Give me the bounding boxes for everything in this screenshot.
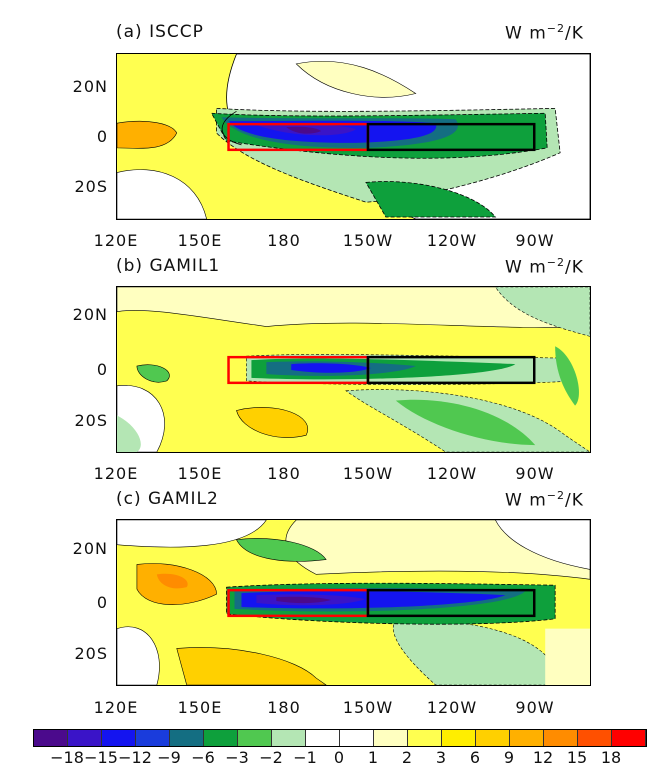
colorbar-label: 18 <box>600 748 622 767</box>
colorbar-swatch <box>442 730 476 746</box>
colorbar-label: −18 <box>50 748 84 767</box>
lon-tick: 120W <box>426 231 478 250</box>
colorbar-label: −2 <box>259 748 283 767</box>
lat-tick-20s: 20S <box>74 411 108 430</box>
colorbar-swatch <box>170 730 204 746</box>
units-base: W m <box>505 23 547 44</box>
lon-tick: 150W <box>342 698 394 717</box>
colorbar-label: −15 <box>84 748 118 767</box>
lon-tick: 150W <box>342 464 394 483</box>
colorbar-label: −12 <box>118 748 152 767</box>
lon-tick: 90W <box>515 698 555 717</box>
panel-a-units: W m−2/K <box>505 22 584 44</box>
colorbar-swatch <box>544 730 578 746</box>
colorbar-label: 3 <box>435 748 447 767</box>
lon-tick: 120E <box>93 464 139 483</box>
panel-b-units: W m−2/K <box>505 256 584 278</box>
colorbar-label: 12 <box>532 748 554 767</box>
lon-tick: 120W <box>426 464 478 483</box>
units-base: W m <box>505 257 547 278</box>
panel-c-title: (c) GAMIL2 <box>116 489 219 509</box>
lon-tick: 180 <box>267 464 301 483</box>
colorbar-swatch <box>340 730 374 746</box>
colorbar-label: 15 <box>566 748 588 767</box>
colorbar-label: 9 <box>503 748 515 767</box>
panel-b-title: (b) GAMIL1 <box>116 256 221 276</box>
colorbar-swatch <box>476 730 510 746</box>
lat-tick-20n: 20N <box>72 539 108 558</box>
lat-tick-20s: 20S <box>74 644 108 663</box>
lat-tick-0: 0 <box>96 127 108 146</box>
colorbar-swatch <box>408 730 442 746</box>
colorbar-label: 0 <box>333 748 345 767</box>
colorbar-swatch <box>204 730 238 746</box>
lon-tick: 90W <box>515 464 555 483</box>
units-exp: −2 <box>546 256 565 269</box>
colorbar-label: 1 <box>367 748 379 767</box>
lat-tick-20s: 20S <box>74 177 108 196</box>
colorbar-label: −1 <box>293 748 317 767</box>
panel-b-map <box>116 286 591 453</box>
colorbar-swatch <box>510 730 544 746</box>
units-suffix: /K <box>565 490 584 511</box>
colorbar-swatch <box>612 730 646 746</box>
colorbar-label: −6 <box>191 748 215 767</box>
lat-tick-20n: 20N <box>72 77 108 96</box>
panel-a-map <box>116 53 591 220</box>
colorbar-label: −9 <box>157 748 181 767</box>
lon-tick: 150E <box>177 464 223 483</box>
lon-tick: 120E <box>93 698 139 717</box>
units-exp: −2 <box>546 489 565 502</box>
units-suffix: /K <box>565 23 584 44</box>
lat-tick-0: 0 <box>96 360 108 379</box>
colorbar-swatch <box>136 730 170 746</box>
lat-tick-0: 0 <box>96 593 108 612</box>
lon-tick: 120E <box>93 231 139 250</box>
panel-a-title: (a) ISCCP <box>116 22 204 42</box>
lon-tick: 150E <box>177 698 223 717</box>
colorbar-label: 2 <box>401 748 413 767</box>
colorbar-swatch <box>68 730 102 746</box>
lon-tick: 150W <box>342 231 394 250</box>
lon-tick: 90W <box>515 231 555 250</box>
lon-tick: 150E <box>177 231 223 250</box>
colorbar-swatch <box>374 730 408 746</box>
colorbar-swatch <box>272 730 306 746</box>
colorbar-swatch <box>34 730 68 746</box>
colorbar <box>33 729 647 747</box>
colorbar-swatch <box>306 730 340 746</box>
lon-tick: 120W <box>426 698 478 717</box>
colorbar-swatch <box>578 730 612 746</box>
lat-tick-20n: 20N <box>72 305 108 324</box>
lon-tick: 180 <box>267 231 301 250</box>
colorbar-label: 6 <box>469 748 481 767</box>
colorbar-swatch <box>102 730 136 746</box>
panel-c-map <box>116 519 591 686</box>
units-suffix: /K <box>565 257 584 278</box>
colorbar-swatch <box>238 730 272 746</box>
panel-c-units: W m−2/K <box>505 489 584 511</box>
units-base: W m <box>505 490 547 511</box>
lon-tick: 180 <box>267 698 301 717</box>
units-exp: −2 <box>546 22 565 35</box>
colorbar-label: −3 <box>225 748 249 767</box>
